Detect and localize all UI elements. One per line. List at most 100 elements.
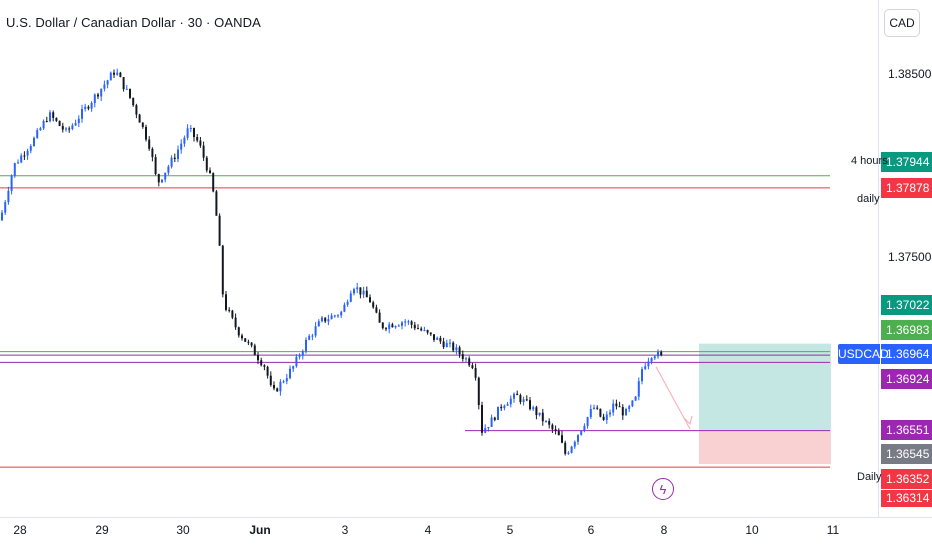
- candle-body: [33, 137, 35, 147]
- candle-body: [359, 287, 362, 295]
- candle-body: [103, 84, 106, 89]
- candle-body: [401, 322, 403, 326]
- date-tick-jun: Jun: [249, 523, 271, 537]
- candle-body: [404, 321, 407, 323]
- candle-body: [612, 403, 615, 413]
- chart-area[interactable]: [0, 0, 878, 517]
- candle-body: [250, 342, 253, 346]
- candle-body: [180, 143, 183, 150]
- candle-body: [17, 162, 19, 164]
- candle-body: [244, 338, 247, 342]
- candle-body: [567, 452, 570, 454]
- candle-body: [218, 215, 221, 246]
- candle-body: [519, 395, 522, 402]
- candle-body: [477, 377, 480, 406]
- candle-body: [132, 97, 135, 106]
- candle-body: [493, 417, 496, 420]
- candle-body: [141, 122, 144, 127]
- candle-body: [65, 128, 67, 130]
- candle-body: [641, 369, 643, 382]
- candle-body: [209, 170, 211, 174]
- date-tick-11: 11: [826, 523, 840, 537]
- price-tag-daily-support: 1.36352: [881, 469, 932, 489]
- candle-body: [177, 149, 179, 160]
- candle-body: [263, 365, 266, 367]
- candle-body: [301, 351, 304, 356]
- candle-body: [465, 358, 467, 360]
- candle-body: [122, 77, 125, 90]
- candle-body: [378, 312, 381, 323]
- chart-title: U.S. Dollar / Canadian Dollar · 30 · OAN…: [6, 15, 261, 30]
- candle-body: [500, 406, 503, 409]
- candle-body: [490, 417, 493, 427]
- candle-body: [183, 137, 186, 144]
- candle-body: [39, 128, 42, 131]
- currency-button[interactable]: CAD: [884, 9, 920, 37]
- candle-body: [372, 302, 375, 308]
- candle-body: [42, 121, 45, 129]
- candle-body: [650, 358, 653, 362]
- candle-body: [564, 442, 567, 454]
- candle-body: [391, 324, 394, 328]
- candle-body: [583, 426, 586, 431]
- candle-body: [541, 412, 544, 422]
- candle-body: [29, 146, 32, 151]
- candle-body: [506, 404, 509, 406]
- candle-body: [573, 441, 576, 447]
- candle-body: [292, 366, 295, 369]
- candle-body: [135, 105, 138, 115]
- position-stop-zone: [699, 430, 831, 465]
- candle-body: [247, 341, 250, 343]
- price-tag-daily-level: 1.37878: [881, 178, 932, 198]
- candle-body: [228, 309, 231, 311]
- symbol-tag: USDCAD: [838, 344, 889, 364]
- candle-body: [445, 343, 448, 348]
- candle-body: [173, 157, 176, 160]
- date-tick-8: 8: [660, 523, 668, 537]
- candle-body: [279, 381, 282, 392]
- candle-body: [317, 321, 320, 327]
- candle-body: [602, 416, 605, 420]
- candle-body: [90, 102, 93, 109]
- candle-body: [634, 396, 637, 401]
- candle-body: [407, 321, 410, 323]
- candle-body: [231, 310, 234, 318]
- candle-body: [324, 317, 327, 322]
- candle-body: [589, 408, 592, 418]
- candle-body: [385, 328, 387, 330]
- candle-body: [157, 174, 160, 183]
- candle-body: [516, 393, 519, 396]
- candle-body: [625, 408, 627, 416]
- candle-body: [461, 354, 464, 359]
- candle-body: [474, 368, 477, 378]
- candle-body: [100, 88, 103, 97]
- candle-body: [369, 297, 371, 303]
- candle-body: [397, 325, 400, 327]
- candle-body: [513, 393, 515, 399]
- candle-body: [570, 446, 573, 453]
- candle-body: [202, 145, 205, 158]
- candle-body: [340, 311, 343, 316]
- candle-body: [225, 294, 227, 310]
- candle-body: [298, 355, 301, 357]
- candle-body: [481, 405, 483, 433]
- candle-body: [410, 321, 413, 325]
- candle-body: [593, 407, 595, 409]
- candle-body: [113, 72, 115, 75]
- candle-body: [628, 406, 631, 409]
- flash-icon[interactable]: ϟ: [652, 478, 674, 500]
- candle-body: [221, 245, 224, 295]
- price-tag-position-entry: 1.36545: [881, 444, 932, 464]
- candle-body: [26, 150, 29, 156]
- candle-body: [145, 126, 147, 140]
- candle-body: [509, 398, 512, 405]
- candle-body: [241, 335, 243, 339]
- candle-body: [205, 157, 208, 171]
- candle-body: [333, 315, 336, 317]
- candle-body: [637, 381, 640, 397]
- candle-body: [4, 202, 7, 213]
- candle-body: [426, 330, 429, 333]
- candle-body: [87, 106, 90, 109]
- candle-body: [503, 405, 506, 409]
- candle-body: [36, 130, 39, 138]
